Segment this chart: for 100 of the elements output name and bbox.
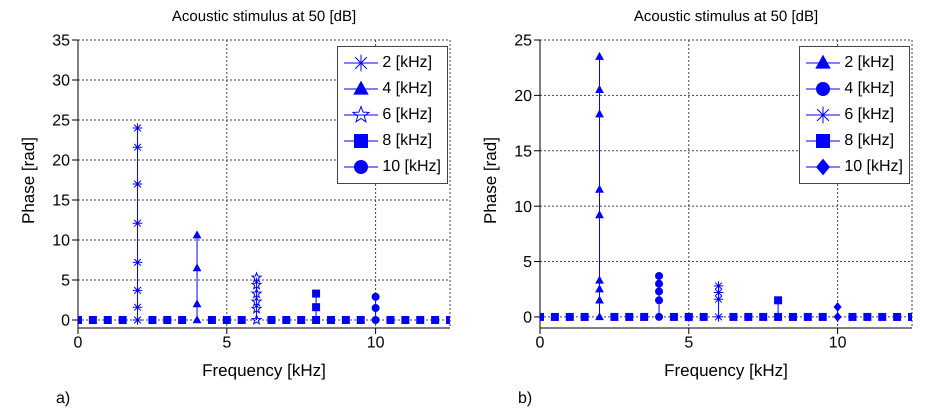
point [372,316,380,324]
y-axis-title: Phase [rad] [481,137,500,224]
text: a) [56,390,70,408]
y-tick-label: 20 [52,152,70,170]
y-tick-label: 0 [61,312,70,330]
point [208,316,216,324]
point [595,296,604,304]
point [431,316,440,324]
point [595,184,604,193]
point [251,296,262,306]
point [595,52,604,60]
y-tick-label: 35 [52,32,70,50]
x-tick-label: 0 [536,334,545,352]
point [132,314,143,326]
point [312,303,320,312]
legend-label: 8 [kHz] [382,132,432,150]
point [744,312,752,321]
point [282,316,290,324]
y-tick-label: 10 [52,232,70,250]
point [416,316,424,324]
point [595,284,604,292]
legend-label: 10 [kHz] [382,158,441,176]
point [372,292,380,301]
legend-label: 6 [kHz] [844,106,894,124]
point [625,312,634,321]
point [401,316,410,324]
y-tick-label: 25 [52,112,70,130]
legend-label: 2 [kHz] [844,54,894,72]
x-axis-title: Frequency [kHz] [202,361,326,380]
y-tick-label: 5 [61,272,70,290]
legend-label: 6 [kHz] [382,106,432,124]
y-axis-title: Phase [rad] [19,137,38,224]
point [566,312,574,321]
point [713,287,724,298]
x-tick-label: 5 [684,334,694,352]
point [713,294,724,304]
point [118,316,127,324]
y-tick-label: 20 [514,88,532,106]
point [729,312,738,321]
point [132,142,143,152]
point [878,312,886,321]
text: b) [518,390,532,408]
point [804,312,812,321]
point [655,312,664,321]
point [848,312,856,321]
point [834,302,842,312]
point [774,296,782,304]
chart-title: Acoustic stimulus at 50 [dB] [632,8,820,27]
point [550,312,559,321]
x-tick-label: 5 [222,334,232,352]
point [251,304,262,314]
point [640,312,648,321]
legend-label: 2 [kHz] [382,54,432,72]
y-tick-label: 15 [52,192,70,210]
point [148,316,156,324]
point [251,280,262,290]
point [580,312,589,321]
point [670,312,678,321]
point [251,272,262,282]
point [655,280,664,288]
point [178,316,186,324]
legend-label: 10 [kHz] [844,158,903,176]
point [251,288,262,298]
point [774,312,782,321]
point [655,287,664,296]
y-tick-label: 10 [514,198,532,216]
point [88,316,97,324]
point [834,312,842,322]
point [192,315,202,324]
point [132,178,143,190]
point [595,210,604,218]
x-axis-title: Frequency [kHz] [664,361,788,380]
point [595,276,604,284]
point [713,280,724,292]
point [655,296,664,304]
point [788,312,797,321]
point [595,109,604,118]
y-tick-label: 0 [523,310,532,327]
point [863,312,872,321]
point [297,316,306,324]
point [132,285,143,296]
point [356,316,365,324]
legend-label: 4 [kHz] [844,80,894,98]
legend-label: 4 [kHz] [382,80,432,98]
point [595,312,604,320]
point [104,316,112,324]
point [713,312,724,322]
point [132,218,143,228]
point [132,122,143,134]
point [192,299,202,308]
y-tick-label: 30 [52,72,70,90]
point [326,316,335,324]
point [893,312,902,321]
point [655,272,664,280]
legend-label: 8 [kHz] [844,132,894,150]
point [132,302,143,312]
point [700,312,708,321]
point [610,312,618,321]
point [595,85,604,94]
point [312,290,320,298]
